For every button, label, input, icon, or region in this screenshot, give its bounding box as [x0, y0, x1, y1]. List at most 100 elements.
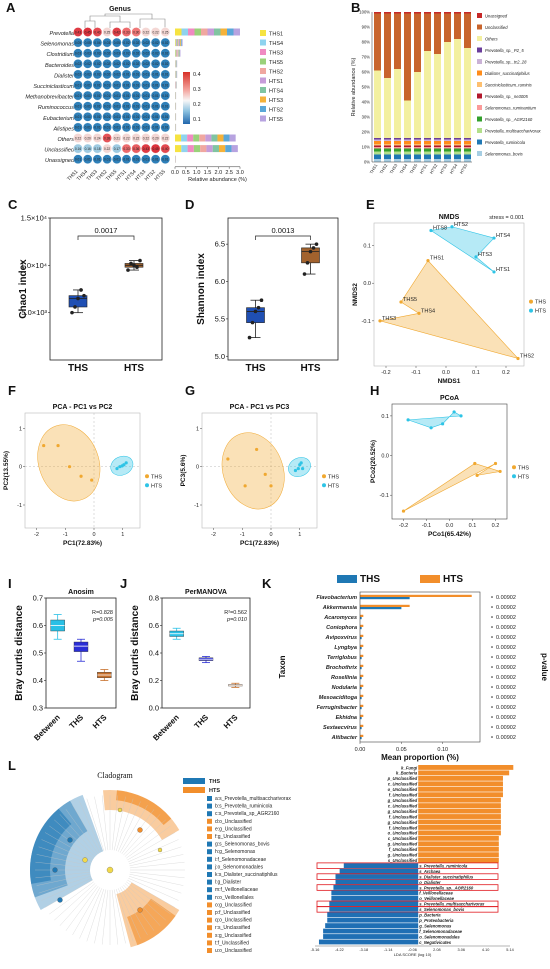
- point-label: HTS4: [496, 233, 510, 239]
- b-bar-segment: [464, 139, 471, 141]
- heatmap-cell: [150, 133, 161, 143]
- heatmap-value: 0.43: [143, 147, 149, 151]
- heatmap-value: 0.01: [94, 115, 100, 119]
- heatmap-cell: [92, 143, 103, 154]
- pvalue-dot: [491, 626, 493, 628]
- heatmap-cell: [150, 80, 161, 90]
- heatmap-cell: [121, 133, 132, 143]
- clade-branch: [35, 871, 91, 878]
- heatmap-cell: [102, 122, 112, 133]
- legend-marker: [145, 483, 149, 488]
- heatmap-value: 0.02: [85, 73, 91, 77]
- heatmap-cell: [92, 122, 103, 133]
- clade-branch: [117, 801, 141, 852]
- legend-swatch: [260, 58, 266, 65]
- data-point: [259, 298, 264, 303]
- heatmap-value: 0.01: [85, 158, 91, 162]
- lda-bar: [418, 857, 499, 863]
- abundance-segment: [178, 39, 179, 47]
- x-category-label: Between: [151, 713, 181, 743]
- lda-bar: [339, 868, 419, 874]
- heatmap-value: 0.02: [85, 62, 91, 66]
- abundance-segment: [178, 39, 180, 47]
- heatmap-cell: [150, 27, 161, 37]
- b-bar-segment: [404, 144, 411, 146]
- b-bar-segment: [444, 147, 451, 149]
- b-bar-segment: [434, 12, 441, 14]
- lda-bar: [418, 825, 501, 830]
- l-legend-label: THS: [209, 779, 220, 785]
- heatmap-value: 0.02: [133, 52, 139, 56]
- lda-bar: [325, 923, 419, 929]
- k-x-tick-label: 0.00: [355, 747, 366, 753]
- heatmap-cell: [121, 59, 132, 69]
- data-point: [475, 473, 479, 477]
- b-bar-segment: [414, 144, 421, 146]
- b-bar-segment: [424, 51, 431, 138]
- x-tick-label: 1: [298, 532, 301, 538]
- x-tick-label: 0: [269, 532, 272, 538]
- l-item-label: b:s_Prevotella_ruminicola: [215, 804, 272, 810]
- lda-tick-label: 3.06: [458, 948, 465, 952]
- heatmap-cell: [92, 59, 103, 69]
- heatmap-cell: [112, 143, 122, 154]
- taxon-label: Rosellinia: [331, 675, 357, 681]
- clade-node: [117, 807, 123, 813]
- clade-node: [137, 907, 143, 913]
- heatmap-value: 0.01: [152, 126, 158, 130]
- clade-branch: [127, 832, 176, 861]
- heatmap-cell: [150, 90, 161, 101]
- y-tick-label: 1: [19, 426, 22, 432]
- clade-branch: [38, 846, 92, 864]
- heatmap-cell: [92, 90, 103, 101]
- legend-label: THS2: [269, 70, 283, 76]
- data-point: [450, 225, 454, 229]
- y-axis-label: Shannon index: [196, 253, 207, 325]
- clade-branch: [123, 884, 161, 926]
- b-ytick: 10%: [362, 145, 371, 150]
- x-category-label: THS: [68, 363, 88, 374]
- y-axis-label: Bray curtis distance: [130, 605, 141, 701]
- heatmap-cell: [102, 133, 112, 143]
- group-hull: [408, 411, 462, 429]
- b-bar-segment: [394, 145, 401, 147]
- heatmap-cell: [102, 154, 112, 164]
- data-point: [135, 265, 139, 270]
- k-bar-ths: [360, 707, 362, 710]
- highlight-box: [316, 862, 499, 869]
- l-item-label: n:o_Veillonellales: [215, 895, 254, 901]
- heatmap-cell: [73, 90, 83, 101]
- x-tick-label: 0.1: [469, 523, 477, 529]
- abundance-segment: [179, 49, 181, 57]
- k-bar-hts: [360, 674, 364, 677]
- b-bar-segment: [384, 13, 391, 78]
- pvalue-dot: [491, 696, 493, 698]
- abundance-segment: [175, 49, 177, 57]
- l-item-label: k:s_Dialister_succinatiphilus: [215, 872, 278, 878]
- b-bar-segment: [464, 12, 471, 14]
- data-point: [253, 309, 258, 314]
- clade-branch: [49, 881, 94, 915]
- plot-title: NMDS: [439, 214, 460, 221]
- panel-label-b: B: [351, 0, 360, 15]
- panel-i-anosim: Anosim Bray curtis distance 0.3 0.4 0.5 0.6 0.…: [14, 589, 117, 743]
- clade-branch: [79, 801, 103, 852]
- x-tick-label: 1: [121, 532, 124, 538]
- l-item-label: q:o_Unclassified: [215, 918, 252, 924]
- b-legend-swatch: [477, 13, 482, 18]
- k-bar-hts: [360, 664, 364, 667]
- heatmap-cell: [141, 48, 151, 59]
- b-bar-segment: [404, 13, 411, 101]
- b-ytick: 90%: [362, 25, 371, 30]
- heatmap-value: 0.17: [114, 147, 120, 151]
- l-item-swatch: [207, 826, 212, 832]
- b-bar-segment: [404, 148, 411, 152]
- heatmap-cell: [150, 112, 161, 122]
- genus-label: Alistipes: [53, 126, 75, 132]
- heatmap-cell: [73, 69, 83, 80]
- b-bar-segment: [404, 100, 411, 138]
- clade-branch: [129, 874, 184, 886]
- lda-label: o_Selenomonadales: [419, 934, 460, 939]
- heatmap-cell: [160, 69, 171, 80]
